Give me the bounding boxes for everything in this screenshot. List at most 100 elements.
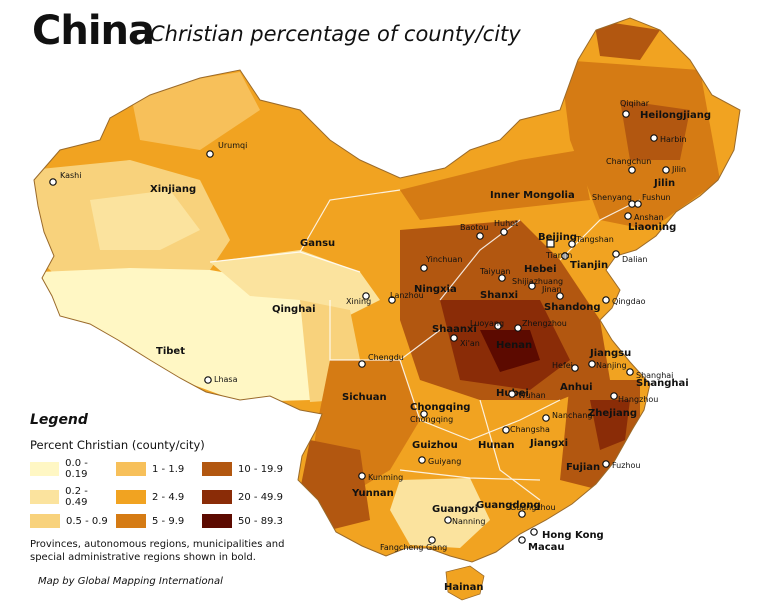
region-fill [620, 100, 690, 160]
province-label: Hainan [444, 582, 484, 593]
city-marker [662, 166, 670, 174]
city-marker [588, 360, 596, 368]
legend-title: Legend [30, 412, 88, 428]
city-marker [518, 536, 526, 544]
city-label: Nanjing [596, 361, 627, 370]
city-label: Yinchuan [425, 255, 462, 264]
province-label: Tibet [156, 346, 185, 357]
city-marker [388, 296, 396, 304]
region-fill [400, 150, 590, 220]
city-label: Anshan [634, 213, 664, 222]
province-label: Hebei [524, 264, 557, 275]
city-label: Lhasa [214, 375, 238, 384]
city-marker [622, 110, 630, 118]
province-label: Shanxi [480, 290, 518, 301]
city-label: Nanning [452, 517, 485, 526]
province-label: Jiangxi [529, 438, 568, 449]
city-marker [568, 240, 576, 248]
legend-item: 0.5 - 0.9 [30, 514, 112, 528]
province-border [329, 300, 441, 361]
region-fill [210, 250, 380, 320]
city-marker [418, 456, 426, 464]
city-marker [530, 528, 538, 536]
province-label: Anhui [560, 382, 593, 393]
legend-label: 1 - 1.9 [152, 463, 185, 475]
city-marker [602, 296, 610, 304]
map-title: China [32, 8, 155, 54]
city-marker [518, 510, 526, 518]
legend-item: 0.0 - 0.19 [30, 458, 112, 480]
legend-label: 2 - 4.9 [152, 491, 185, 503]
city-marker [602, 460, 610, 468]
city-marker [206, 150, 214, 158]
city-label: Shanghai [636, 371, 673, 380]
city-marker [634, 200, 642, 208]
legend-swatch [30, 490, 60, 504]
city-marker [420, 264, 428, 272]
city-label: Wuhan [518, 391, 546, 400]
legend-label: 0.2 - 0.49 [65, 486, 88, 508]
legend-label: 0.5 - 0.9 [66, 515, 108, 527]
map-subtitle: Christian percentage of county/city [150, 22, 521, 46]
legend-label: 20 - 49.9 [238, 491, 283, 503]
city-label: Luoyang [470, 319, 504, 328]
province-label: Heilongjiang [640, 110, 711, 121]
city-label: Harbin [660, 135, 687, 144]
city-marker [358, 360, 366, 368]
legend-swatch [202, 514, 232, 528]
city-label: Chongqing [410, 415, 453, 424]
province-labels: Heilongjiang Jilin Liaoning Inner Mongol… [150, 110, 711, 593]
legend: Legend Percent Christian (county/city) 0… [30, 412, 310, 564]
city-label: Shijiazhuang [512, 277, 563, 286]
city-label: Jilin [671, 165, 686, 174]
city-marker [362, 292, 370, 300]
province-label: Hunan [478, 440, 514, 451]
city-markers [49, 110, 670, 544]
province-label: Fujian [566, 462, 600, 473]
region-fill [130, 72, 260, 150]
province-label: Shaanxi [432, 324, 477, 335]
region-fill [590, 400, 630, 450]
hainan-island [445, 565, 485, 601]
city-label: Tianjin [545, 251, 572, 260]
city-label: Huhot [494, 219, 518, 228]
province-label: Ningxia [414, 284, 457, 295]
city-label: Zhengzhou [522, 319, 567, 328]
city-marker [561, 252, 569, 260]
province-label: Chongqing [410, 402, 470, 413]
legend-swatch [116, 514, 146, 528]
province-label: Liaoning [628, 222, 676, 233]
city-label: Fuzhou [612, 461, 640, 470]
city-marker [556, 292, 564, 300]
province-label: Xinjiang [150, 184, 196, 195]
legend-label: 50 - 89.3 [238, 515, 283, 527]
province-label: Henan [496, 340, 532, 351]
city-marker [528, 282, 536, 290]
city-marker [626, 368, 634, 376]
city-label: Lanzhou [390, 291, 424, 300]
legend-swatch [30, 514, 60, 528]
region-fill [480, 330, 540, 372]
province-label: Jilin [653, 178, 675, 189]
province-border [299, 189, 401, 253]
legend-note: Provinces, autonomous regions, municipal… [30, 539, 285, 563]
province-label: Jiangsu [589, 348, 631, 359]
city-label: Jinan [541, 285, 562, 294]
province-label: Macau [528, 542, 565, 553]
region-fill [390, 478, 490, 548]
city-marker [514, 324, 522, 332]
city-label: Urumqi [218, 141, 247, 150]
city-label: Baotou [460, 223, 488, 232]
city-label: Changchun [606, 157, 651, 166]
province-label: Sichuan [342, 392, 387, 403]
city-label: Qiqihar [620, 99, 650, 108]
city-marker [204, 376, 212, 384]
legend-item: 20 - 49.9 [202, 486, 284, 508]
city-marker [450, 334, 458, 342]
city-marker [612, 250, 620, 258]
legend-swatch [116, 490, 146, 504]
city-label: Shenyang [592, 193, 632, 202]
city-label: Tangshan [575, 235, 614, 244]
city-label: Qingdao [612, 297, 646, 306]
